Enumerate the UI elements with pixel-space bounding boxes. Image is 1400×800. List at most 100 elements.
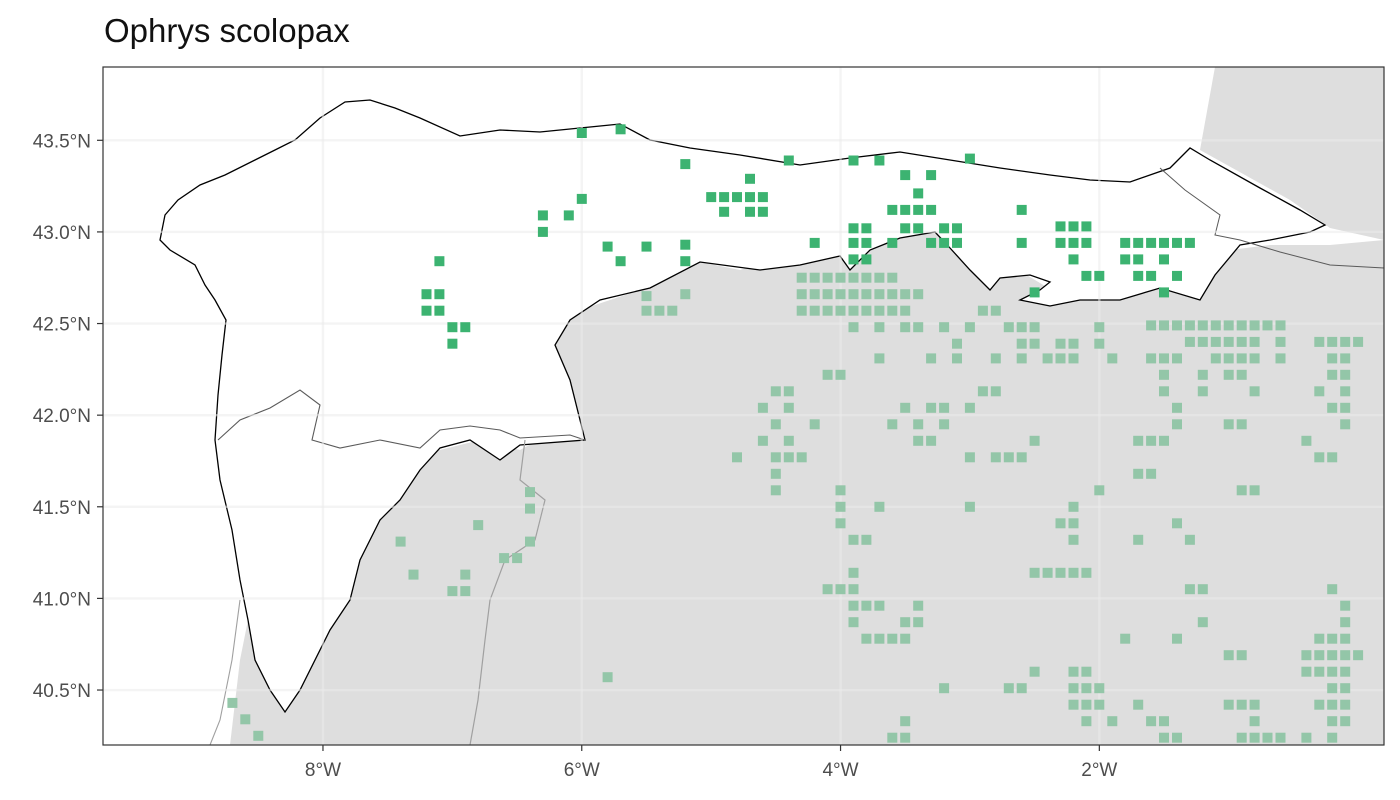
record-square [1340,683,1351,694]
record-square [1223,320,1234,331]
record-square [1107,353,1118,364]
record-square [1340,386,1351,397]
record-square [1094,485,1105,496]
record-square [1223,699,1234,710]
record-square [1159,353,1169,364]
record-square [926,204,937,215]
record-square [641,241,652,252]
record-square [1068,501,1079,512]
record-square [745,206,755,217]
record-square [990,452,1001,463]
record-square [887,732,898,743]
record-square [964,402,975,413]
record-square [900,633,911,644]
record-square [926,435,937,446]
record-square [900,170,911,181]
record-square [1133,534,1144,545]
record-square [1029,322,1040,333]
record-square [861,600,872,611]
record-square [1016,452,1027,463]
y-tick-label: 40.5°N [33,681,91,702]
record-square [913,289,924,300]
record-square [874,155,885,166]
record-square [835,289,846,300]
record-square [525,536,535,547]
record-square [990,386,1001,397]
record-square [835,584,846,595]
record-square [667,305,678,316]
record-square [1314,666,1325,677]
record-square [641,305,652,316]
record-square [874,289,885,300]
y-tick-label: 41.0°N [33,589,91,610]
y-tick-label: 43.0°N [33,223,91,244]
record-square [1197,584,1208,595]
record-square [913,204,924,215]
record-square [1016,683,1027,694]
record-square [1159,320,1169,331]
record-square [848,584,859,595]
record-square [874,272,885,283]
record-square [939,402,950,413]
panel-border [102,66,1385,746]
record-square [913,188,924,199]
record-square [952,353,962,364]
record-square [421,305,432,316]
record-square [874,501,885,512]
record-square [848,567,859,578]
record-square [1353,336,1364,347]
record-square [1081,237,1092,248]
record-square [977,386,988,397]
record-square [1340,617,1351,628]
record-square [602,672,613,683]
record-square [874,600,885,611]
record-square [1236,732,1247,743]
record-square [1094,270,1105,281]
record-square [421,289,432,300]
record-square [822,369,833,380]
record-square [1327,452,1338,463]
record-square [1055,567,1066,578]
record-square [848,534,859,545]
record-square [1081,270,1092,281]
record-square [1275,353,1286,364]
record-square [900,716,911,727]
record-square [835,518,846,529]
record-square [783,435,794,446]
record-square [964,452,975,463]
record-square [537,210,548,221]
record-square [1340,336,1351,347]
record-square [913,223,924,234]
record-square [1197,369,1208,380]
record-square [460,322,471,333]
record-square [848,272,859,283]
record-square [1159,716,1169,727]
record-square [1327,633,1338,644]
record-square [1172,237,1182,248]
record-square [770,485,781,496]
record-square [887,204,898,215]
record-square [408,569,419,580]
record-square [1172,402,1182,413]
record-square [1133,435,1144,446]
record-square [1172,732,1182,743]
record-square [770,468,781,479]
record-square [1055,353,1066,364]
record-square [1146,468,1157,479]
record-square [1107,749,1117,759]
record-square [1159,254,1169,265]
record-square [1249,353,1260,364]
record-square [977,305,988,316]
record-square [1133,270,1144,281]
record-square [1081,683,1092,694]
record-square [822,584,833,595]
record-square [460,569,471,580]
record-square [796,289,807,300]
record-square [1068,683,1079,694]
record-square [874,633,885,644]
record-square [1081,666,1092,677]
record-square [913,322,924,333]
record-square [1327,699,1338,710]
record-square [900,402,911,413]
record-square [1068,699,1079,710]
